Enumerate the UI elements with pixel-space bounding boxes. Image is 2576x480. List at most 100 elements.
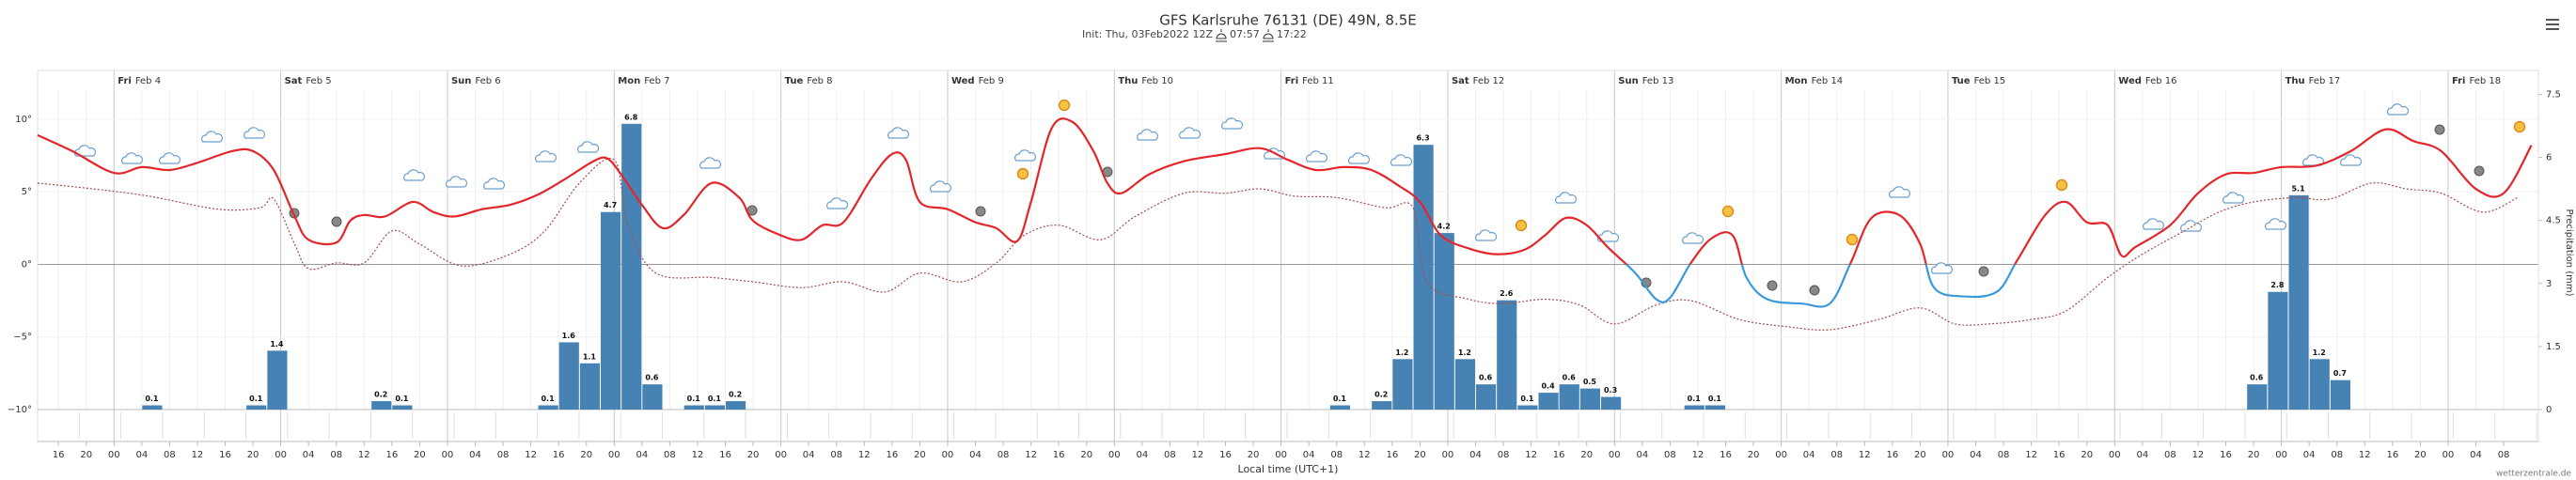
y-tick-label: 0° — [22, 259, 32, 270]
weather-icon — [887, 127, 910, 139]
x-tick-label: 04 — [1303, 450, 1315, 460]
weather-icon — [1137, 129, 1159, 141]
day-weekday: Sun — [451, 76, 471, 86]
x-tick-label: 04 — [636, 450, 648, 460]
day-date: Feb 6 — [475, 76, 500, 86]
day-weekday: Fri — [1285, 76, 1299, 86]
chart-title: GFS Karlsruhe 76131 (DE) 49N, 8.5E — [1159, 12, 1417, 29]
day-weekday: Tue — [1952, 76, 1971, 86]
precip-label: 0.1 — [1688, 395, 1702, 403]
precip-label: 4.7 — [604, 201, 617, 209]
x-tick-label: 00 — [1442, 450, 1454, 460]
precip-bar — [1476, 384, 1497, 410]
x-tick-label: 20 — [414, 450, 426, 460]
precip-bar — [2268, 291, 2288, 410]
day-date: Feb 16 — [2145, 76, 2177, 86]
x-tick-label: 12 — [858, 450, 871, 460]
x-tick-label: 12 — [692, 450, 704, 460]
day-label: Fri Feb 18 — [2452, 76, 2501, 86]
weather-icon — [1931, 262, 1954, 274]
precip-bar — [683, 405, 704, 410]
weather-icon — [1978, 266, 1989, 277]
day-date: Feb 4 — [135, 76, 161, 86]
day-weekday: Wed — [2118, 76, 2142, 86]
x-tick-label: 08 — [2498, 450, 2510, 460]
weather-icon — [1348, 152, 1371, 164]
x-tick-label: 04 — [1469, 450, 1482, 460]
x-tick-label: 16 — [385, 450, 398, 460]
x-tick-label: 20 — [2414, 450, 2427, 460]
weather-icon — [1515, 219, 1528, 232]
sunrise-icon — [1216, 29, 1227, 42]
day-label: Mon Feb 14 — [1785, 76, 1844, 86]
x-axis-label: Local time (UTC+1) — [1238, 463, 1339, 475]
x-tick-label: 20 — [1748, 450, 1760, 460]
day-date: Feb 14 — [1812, 76, 1844, 86]
y-tick-label: 5° — [22, 187, 32, 197]
x-tick-label: 20 — [2248, 450, 2260, 460]
x-tick-label: 16 — [2386, 450, 2398, 460]
precip-bar — [642, 384, 663, 410]
precip-bar — [704, 405, 725, 410]
x-tick-label: 20 — [580, 450, 592, 460]
x-tick-label: 00 — [1108, 450, 1121, 460]
x-tick-label: 08 — [1664, 450, 1676, 460]
day-date: Feb 10 — [1141, 76, 1173, 86]
precip-label: 0.6 — [645, 374, 659, 382]
day-label: Fri Feb 4 — [118, 76, 161, 86]
x-tick-label: 00 — [442, 450, 454, 460]
day-date: Feb 11 — [1302, 76, 1334, 86]
x-tick-label: 04 — [1136, 450, 1148, 460]
day-date: Feb 17 — [2309, 76, 2341, 86]
x-tick-label: 08 — [997, 450, 1010, 460]
x-tick-label: 12 — [1525, 450, 1537, 460]
precip-bar — [142, 405, 163, 410]
x-tick-label: 16 — [2053, 450, 2066, 460]
weather-icon — [975, 206, 986, 217]
precip-bar — [1517, 405, 1538, 410]
weather-icon — [201, 131, 224, 143]
day-date: Feb 9 — [979, 76, 1004, 86]
precip-label: 6.3 — [1416, 134, 1429, 143]
weather-icon — [483, 178, 506, 190]
precip-bar — [2247, 384, 2268, 410]
x-tick-label: 08 — [1330, 450, 1343, 460]
x-tick-label: 12 — [1692, 450, 1704, 460]
precip-bar — [601, 211, 621, 410]
x-tick-label: 08 — [1998, 450, 2010, 460]
weather-icon — [1014, 149, 1037, 162]
precip-label: 0.6 — [2250, 374, 2264, 382]
weather-icon — [2340, 154, 2363, 166]
x-tick-label: 20 — [247, 450, 259, 460]
day-label: Thu Feb 17 — [2285, 76, 2341, 86]
day-label: Tue Feb 8 — [785, 76, 833, 86]
x-tick-label: 12 — [358, 450, 370, 460]
precip-label: 0.7 — [2333, 369, 2347, 378]
precip-label: 2.6 — [1500, 289, 1514, 298]
precip-label: 0.6 — [1479, 374, 1493, 382]
x-tick-label: 08 — [1164, 450, 1176, 460]
weather-icon — [577, 141, 600, 153]
x-tick-label: 12 — [2192, 450, 2205, 460]
x-tick-label: 00 — [942, 450, 954, 460]
x-tick-label: 16 — [553, 450, 565, 460]
menu-button[interactable] — [2542, 15, 2563, 34]
precip-bar — [558, 342, 579, 410]
x-tick-label: 00 — [275, 450, 287, 460]
sunset-time: 17:22 — [1277, 28, 1307, 40]
weather-icon — [1846, 233, 1859, 246]
x-tick-label: 08 — [330, 450, 342, 460]
precip-bar — [1372, 401, 1392, 410]
precip-bar — [1684, 405, 1704, 410]
day-date: Feb 7 — [644, 76, 669, 86]
x-tick-label: 08 — [830, 450, 842, 460]
weather-icon — [2387, 103, 2410, 116]
precip-label: 0.5 — [1583, 378, 1597, 386]
x-tick-label: 08 — [2331, 450, 2343, 460]
x-tick-label: 16 — [1886, 450, 1898, 460]
day-label: Wed Feb 16 — [2118, 76, 2176, 86]
weather-icon — [2302, 154, 2325, 166]
day-weekday: Sat — [285, 76, 303, 86]
grid — [38, 70, 2542, 446]
